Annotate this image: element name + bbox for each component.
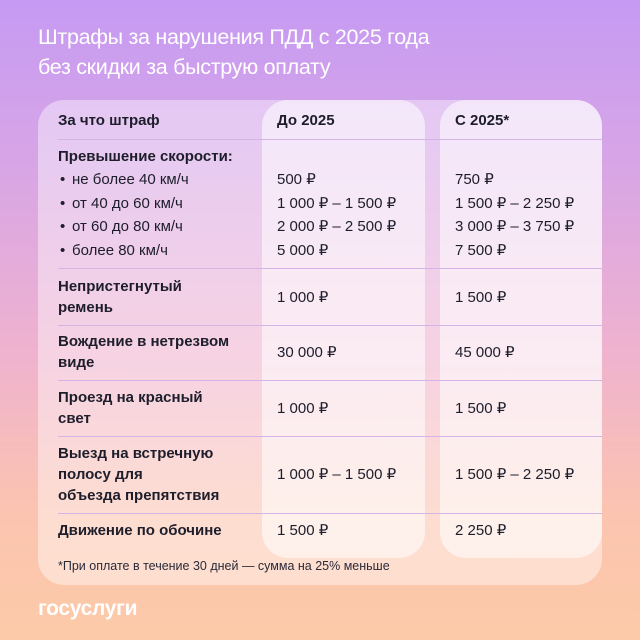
- fine-before: 1 000 ₽: [277, 288, 329, 306]
- footnote: *При оплате в течение 30 дней — сумма на…: [58, 559, 390, 573]
- bullet-icon: •: [60, 171, 66, 188]
- violation-label: объезда препятствия: [58, 487, 220, 504]
- bullet-icon: •: [60, 218, 66, 235]
- fine-after: 2 250 ₽: [455, 522, 507, 539]
- header-after: С 2025*: [455, 112, 510, 129]
- fine-before: 1 000 ₽ – 1 500 ₽: [277, 466, 397, 483]
- header-before: До 2025: [277, 112, 335, 129]
- fine-after: 1 500 ₽ – 2 250 ₽: [455, 194, 575, 212]
- divider: [58, 268, 602, 269]
- speed-range-label: более 80 км/ч: [72, 241, 168, 259]
- violation-label: Вождение в нетрезвом: [58, 333, 230, 350]
- fine-after: 7 500 ₽: [455, 241, 507, 259]
- fine-after: 3 000 ₽ – 3 750 ₽: [455, 218, 575, 235]
- fine-before: 1 500 ₽: [277, 522, 329, 539]
- column-from-2025: [440, 100, 602, 558]
- divider: [58, 325, 602, 326]
- violation-label: Выезд на встречную: [58, 445, 214, 462]
- divider: [58, 436, 602, 437]
- fine-after: 1 500 ₽: [455, 288, 507, 306]
- violation-label: свет: [58, 410, 91, 427]
- column-before-2025: [262, 100, 425, 558]
- divider: [58, 139, 602, 140]
- violation-label: Непристегнутый: [58, 278, 182, 295]
- speed-range-label: не более 40 км/ч: [72, 171, 189, 188]
- violation-label: виде: [58, 354, 95, 371]
- header-violation: За что штраф: [58, 112, 160, 129]
- bullet-icon: •: [60, 194, 66, 212]
- fine-before: 5 000 ₽: [277, 241, 329, 259]
- divider: [58, 513, 602, 514]
- fine-before: 30 000 ₽: [277, 343, 337, 361]
- fine-after: 45 000 ₽: [455, 343, 515, 361]
- fine-before: 1 000 ₽: [277, 399, 329, 417]
- speed-range-label: от 40 до 60 км/ч: [72, 194, 183, 212]
- fine-before: 500 ₽: [277, 171, 316, 188]
- fine-before: 1 000 ₽ – 1 500 ₽: [277, 194, 397, 212]
- violation-label: Движение по обочине: [58, 522, 222, 539]
- fine-after: 1 500 ₽ – 2 250 ₽: [455, 466, 575, 483]
- violation-label: ремень: [58, 299, 114, 316]
- speeding-label: Превышение скорости:: [58, 148, 233, 165]
- violation-label: Проезд на красный: [58, 389, 203, 406]
- divider: [58, 380, 602, 381]
- page-title: Штрафы за нарушения ПДД с 2025 года без …: [38, 25, 430, 79]
- gosuslugi-logo: госуслуги: [38, 597, 138, 620]
- bullet-icon: •: [60, 241, 66, 259]
- fine-after: 1 500 ₽: [455, 399, 507, 417]
- violation-label: полосу для: [58, 466, 143, 483]
- fine-before: 2 000 ₽ – 2 500 ₽: [277, 218, 397, 235]
- fine-after: 750 ₽: [455, 171, 494, 188]
- speed-range-label: от 60 до 80 км/ч: [72, 218, 183, 235]
